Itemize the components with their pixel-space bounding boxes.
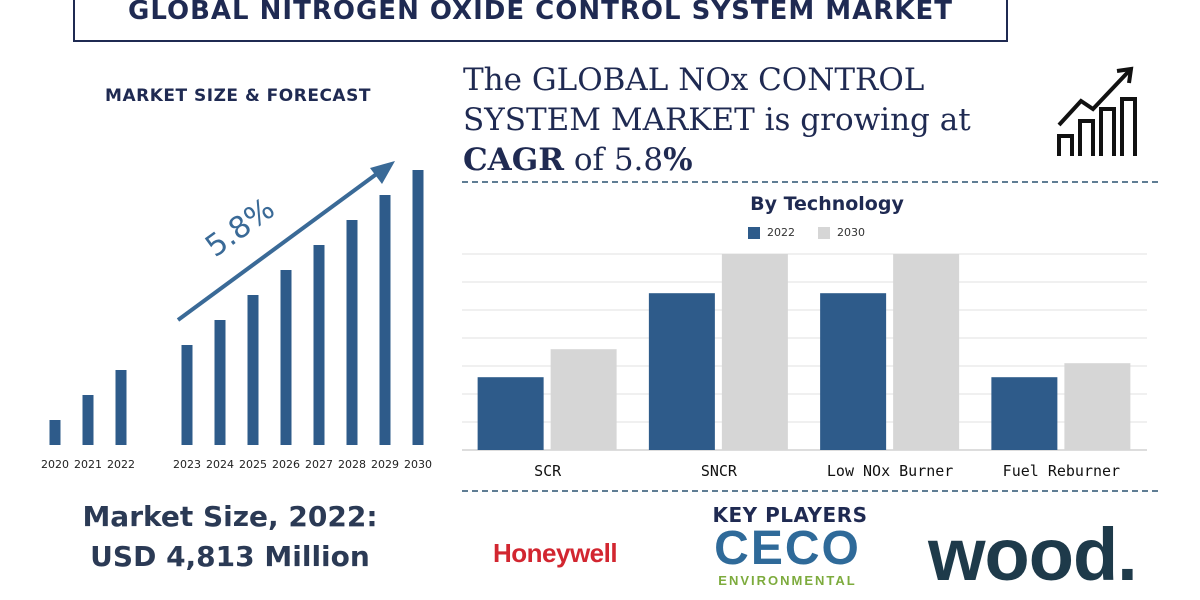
technology-chart: SCR SNCR Low NOx Burner Fuel Reburner bbox=[462, 253, 1147, 480]
market-size-heading: MARKET SIZE & FORECAST bbox=[105, 86, 371, 106]
ceco-logo: CECO bbox=[714, 522, 861, 575]
forecast-bar bbox=[313, 245, 325, 445]
forecast-bar bbox=[181, 345, 193, 445]
headline-percent: % bbox=[663, 142, 693, 178]
technology-category-label: SCR bbox=[534, 462, 562, 480]
forecast-tick-label: 2023 bbox=[173, 458, 201, 471]
market-forecast-chart: 2020 2021 2022 2023 2024 2025 2026 2027 2028 2029… bbox=[41, 161, 432, 471]
technology-bar-2022 bbox=[648, 293, 715, 450]
headline: The GLOBAL NOx CONTROL SYSTEM MARKET is … bbox=[463, 60, 1023, 180]
legend-2030-label: 2030 bbox=[837, 226, 865, 239]
wood-logo: wood. bbox=[928, 513, 1138, 596]
forecast-tick-label: 2030 bbox=[404, 458, 432, 471]
forecast-tick-label: 2029 bbox=[371, 458, 399, 471]
technology-bar-2030 bbox=[1064, 363, 1131, 450]
page-title: GLOBAL NITROGEN OXIDE CONTROL SYSTEM MAR… bbox=[128, 0, 953, 26]
divider-top bbox=[462, 181, 1158, 183]
ceco-logo-subtitle: ENVIRONMENTAL bbox=[718, 573, 857, 588]
forecast-bar bbox=[115, 370, 127, 445]
forecast-tick-label: 2021 bbox=[74, 458, 102, 471]
forecast-tick-label: 2025 bbox=[239, 458, 267, 471]
technology-bar-2030 bbox=[721, 254, 788, 450]
technology-bar-2022 bbox=[477, 377, 544, 450]
forecast-bar bbox=[247, 295, 259, 445]
growth-arrow bbox=[176, 168, 384, 322]
technology-bar-2030 bbox=[893, 254, 960, 450]
forecast-tick-label: 2022 bbox=[107, 458, 135, 471]
forecast-bar bbox=[49, 420, 61, 445]
headline-rate: of 5.8 bbox=[563, 142, 664, 178]
forecast-tick-label: 2028 bbox=[338, 458, 366, 471]
title-box: GLOBAL NITROGEN OXIDE CONTROL SYSTEM MAR… bbox=[73, 0, 1008, 42]
market-size-label: Market Size, 2022: bbox=[82, 500, 378, 533]
forecast-bar bbox=[346, 220, 358, 445]
forecast-bar bbox=[412, 170, 424, 445]
market-size-value: USD 4,813 Million bbox=[90, 540, 370, 573]
technology-bar-2030 bbox=[550, 349, 617, 450]
technology-bar-2022 bbox=[820, 293, 887, 450]
technology-category-label: Low NOx Burner bbox=[827, 462, 953, 480]
divider-bottom bbox=[462, 490, 1158, 492]
bar-chart-growth-icon bbox=[1057, 66, 1137, 156]
forecast-bar bbox=[214, 320, 226, 445]
forecast-tick-label: 2024 bbox=[206, 458, 234, 471]
honeywell-logo: Honeywell bbox=[493, 538, 618, 568]
forecast-bar bbox=[379, 195, 391, 445]
forecast-bar bbox=[280, 270, 292, 445]
forecast-tick-label: 2020 bbox=[41, 458, 69, 471]
technology-chart-title: By Technology bbox=[750, 193, 904, 215]
headline-text: The GLOBAL NOx CONTROL SYSTEM MARKET is … bbox=[463, 62, 971, 138]
forecast-tick-label: 2026 bbox=[272, 458, 300, 471]
legend-2022: 2022 bbox=[748, 226, 795, 239]
key-players-heading: KEY PLAYERS bbox=[712, 503, 868, 527]
growth-arrow-head bbox=[370, 161, 395, 184]
legend-2022-label: 2022 bbox=[767, 226, 795, 239]
legend-2030: 2030 bbox=[818, 226, 865, 239]
technology-category-label: SNCR bbox=[701, 462, 738, 480]
headline-cagr: CAGR bbox=[463, 142, 564, 178]
forecast-bar bbox=[82, 395, 94, 445]
technology-category-label: Fuel Reburner bbox=[1003, 462, 1120, 480]
technology-bar-2022 bbox=[991, 377, 1058, 450]
forecast-tick-label: 2027 bbox=[305, 458, 333, 471]
